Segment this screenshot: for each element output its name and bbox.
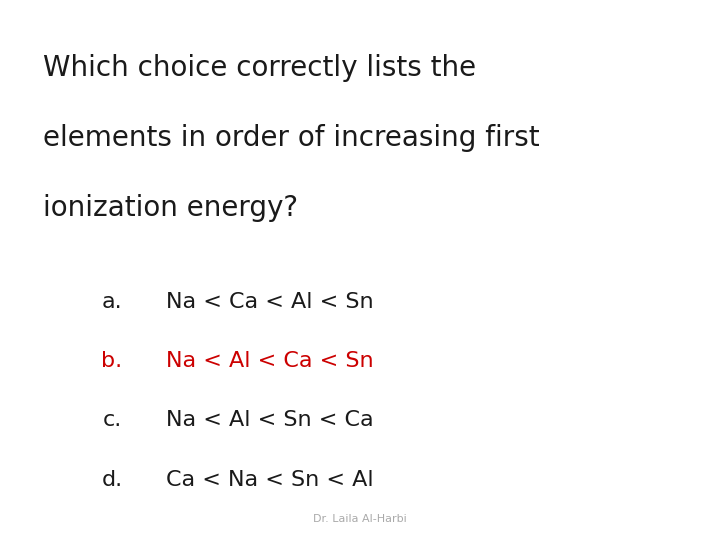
Text: a.: a.: [102, 292, 122, 312]
Text: Which choice correctly lists the: Which choice correctly lists the: [43, 54, 477, 82]
Text: Na < Ca < Al < Sn: Na < Ca < Al < Sn: [166, 292, 373, 312]
Text: Ca < Na < Sn < Al: Ca < Na < Sn < Al: [166, 470, 373, 490]
Text: elements in order of increasing first: elements in order of increasing first: [43, 124, 540, 152]
Text: Dr. Laila Al-Harbi: Dr. Laila Al-Harbi: [313, 514, 407, 524]
Text: d.: d.: [102, 470, 122, 490]
Text: Na < Al < Sn < Ca: Na < Al < Sn < Ca: [166, 410, 373, 430]
Text: b.: b.: [102, 351, 122, 371]
Text: Na < Al < Ca < Sn: Na < Al < Ca < Sn: [166, 351, 373, 371]
Text: c.: c.: [103, 410, 122, 430]
Text: ionization energy?: ionization energy?: [43, 194, 298, 222]
